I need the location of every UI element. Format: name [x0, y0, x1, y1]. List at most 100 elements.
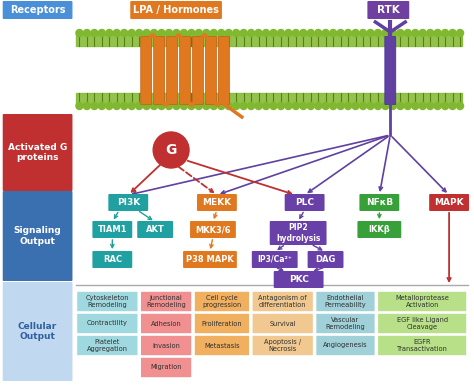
Text: MEKK: MEKK	[202, 198, 231, 207]
Circle shape	[76, 30, 83, 37]
FancyBboxPatch shape	[180, 37, 191, 104]
FancyBboxPatch shape	[77, 335, 138, 356]
Text: MAPK: MAPK	[434, 198, 464, 207]
Circle shape	[285, 102, 292, 109]
Circle shape	[143, 102, 150, 109]
FancyBboxPatch shape	[206, 37, 217, 104]
Circle shape	[158, 102, 165, 109]
Text: Proliferation: Proliferation	[201, 320, 242, 326]
Circle shape	[76, 102, 83, 109]
Circle shape	[263, 102, 270, 109]
Circle shape	[233, 102, 240, 109]
Circle shape	[263, 30, 270, 37]
Circle shape	[98, 102, 105, 109]
FancyBboxPatch shape	[429, 194, 469, 211]
FancyBboxPatch shape	[183, 251, 237, 268]
FancyBboxPatch shape	[316, 313, 375, 334]
FancyBboxPatch shape	[219, 37, 229, 104]
Circle shape	[233, 30, 240, 37]
FancyBboxPatch shape	[192, 37, 203, 104]
FancyBboxPatch shape	[140, 291, 192, 312]
Circle shape	[382, 102, 389, 109]
Text: Signaling
Output: Signaling Output	[14, 226, 62, 246]
FancyBboxPatch shape	[3, 191, 73, 281]
FancyBboxPatch shape	[252, 251, 298, 268]
Circle shape	[412, 102, 419, 109]
Text: G: G	[165, 143, 177, 157]
FancyBboxPatch shape	[130, 1, 222, 19]
Text: Activated G
proteins: Activated G proteins	[8, 143, 67, 162]
Circle shape	[270, 102, 277, 109]
Circle shape	[360, 30, 366, 37]
FancyBboxPatch shape	[359, 194, 399, 211]
Circle shape	[307, 102, 314, 109]
Text: Adhesion: Adhesion	[151, 320, 182, 326]
FancyBboxPatch shape	[316, 335, 375, 356]
Text: DAG: DAG	[315, 255, 336, 264]
FancyBboxPatch shape	[252, 291, 313, 312]
Text: AKT: AKT	[146, 225, 164, 234]
FancyBboxPatch shape	[92, 251, 132, 268]
Circle shape	[367, 30, 374, 37]
Circle shape	[113, 102, 120, 109]
FancyBboxPatch shape	[385, 37, 396, 104]
Circle shape	[83, 30, 91, 37]
Text: EGF like Ligand
Cleavage: EGF like Ligand Cleavage	[397, 317, 448, 330]
Circle shape	[315, 102, 322, 109]
Text: Cell cycle
progression: Cell cycle progression	[202, 295, 242, 308]
Text: P38 MAPK: P38 MAPK	[186, 255, 234, 264]
Circle shape	[307, 30, 314, 37]
Circle shape	[427, 30, 434, 37]
Circle shape	[427, 102, 434, 109]
Circle shape	[113, 30, 120, 37]
Circle shape	[136, 102, 143, 109]
Circle shape	[83, 102, 91, 109]
Circle shape	[374, 30, 382, 37]
FancyBboxPatch shape	[378, 291, 467, 312]
FancyBboxPatch shape	[308, 251, 344, 268]
Text: RTK: RTK	[377, 5, 400, 15]
Circle shape	[255, 30, 262, 37]
Circle shape	[218, 30, 225, 37]
FancyBboxPatch shape	[273, 271, 324, 288]
FancyBboxPatch shape	[270, 221, 327, 245]
Circle shape	[322, 30, 329, 37]
Circle shape	[277, 30, 284, 37]
FancyBboxPatch shape	[140, 313, 192, 334]
Circle shape	[153, 132, 189, 168]
Circle shape	[360, 102, 366, 109]
Circle shape	[240, 30, 247, 37]
Circle shape	[404, 102, 411, 109]
FancyBboxPatch shape	[141, 37, 152, 104]
Text: Survival: Survival	[269, 320, 296, 326]
Circle shape	[352, 30, 359, 37]
Text: IKKβ: IKKβ	[368, 225, 390, 234]
Text: NFκB: NFκB	[366, 198, 393, 207]
Circle shape	[181, 102, 187, 109]
Circle shape	[203, 102, 210, 109]
Circle shape	[225, 102, 232, 109]
FancyBboxPatch shape	[77, 291, 138, 312]
Circle shape	[158, 30, 165, 37]
Circle shape	[330, 30, 337, 37]
Circle shape	[173, 30, 180, 37]
Circle shape	[300, 102, 307, 109]
FancyBboxPatch shape	[357, 221, 401, 238]
Circle shape	[419, 30, 426, 37]
Circle shape	[98, 30, 105, 37]
Circle shape	[195, 30, 202, 37]
Circle shape	[91, 102, 98, 109]
Circle shape	[345, 102, 352, 109]
Text: Metalloprotease
Activation: Metalloprotease Activation	[395, 295, 449, 308]
Circle shape	[240, 102, 247, 109]
Circle shape	[442, 30, 448, 37]
FancyBboxPatch shape	[3, 114, 73, 191]
Text: Cytoskeleton
Remodeling: Cytoskeleton Remodeling	[86, 295, 129, 308]
FancyBboxPatch shape	[92, 221, 132, 238]
FancyBboxPatch shape	[109, 194, 148, 211]
FancyBboxPatch shape	[3, 1, 73, 19]
FancyBboxPatch shape	[194, 335, 250, 356]
Circle shape	[106, 30, 113, 37]
FancyBboxPatch shape	[194, 313, 250, 334]
Text: PKC: PKC	[289, 275, 309, 284]
